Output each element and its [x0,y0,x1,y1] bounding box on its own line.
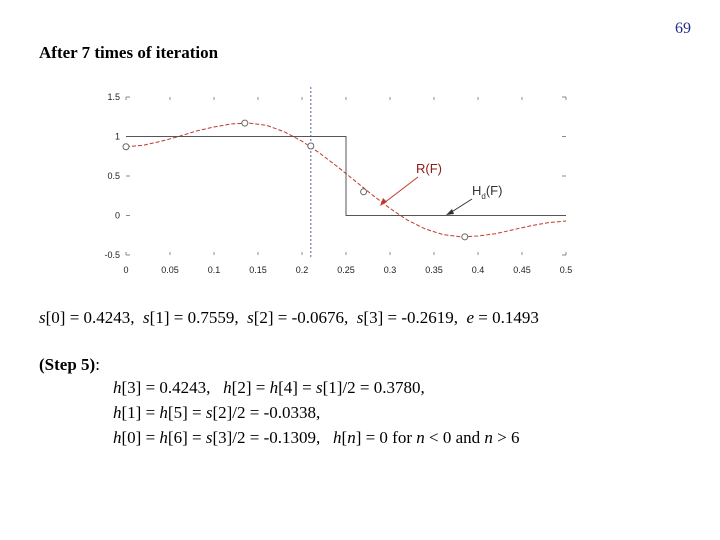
result-values: s[0] = 0.4243, s[1] = 0.7559, s[2] = -0.… [39,308,539,328]
y-tick-label: 1 [115,132,120,142]
x-tick-label: 0.25 [337,265,355,275]
extremal-point [122,143,130,151]
x-tick-label: 0.1 [208,265,221,275]
s0-symbol: s [39,308,46,327]
annotation-r-arrow [383,176,419,204]
s0-value: [0] = 0.4243, [45,308,135,327]
y-tick-label: -0.5 [104,250,120,260]
extremal-point [241,119,249,127]
s3-value: [3] = -0.2619, [363,308,458,327]
slide-heading: After 7 times of iteration [39,43,219,62]
y-tick-label: 1.5 [107,92,120,102]
error-value: = 0.1493 [474,308,539,327]
x-tick-label: 0 [123,265,128,275]
annotation-hd-arrow [449,198,473,214]
s2-value: [2] = -0.0676, [253,308,349,327]
x-tick-label: 0.2 [296,265,309,275]
s1-symbol: s [143,308,150,327]
extremal-point [307,142,315,150]
y-tick-label: 0 [115,211,120,221]
plot-area: 0 0.05 0.1 0.15 0.2 0.25 0.3 0.35 0.4 0.45 0.5 1.5 1… [104,87,572,275]
step-line-1: h[3] = 0.4243, h[2] = h[4] = s[1]/2 = 0.… [113,378,425,397]
x-tick-label: 0.15 [249,265,267,275]
s2-symbol: s [247,308,254,327]
error-symbol: e [466,308,475,327]
annotation-hd-arrowhead [446,209,454,215]
step-line-2: h[1] = h[5] = s[2]/2 = -0.0338, [113,403,321,422]
s1-value: [1] = 0.7559, [149,308,239,327]
x-tick-label: 0.3 [384,265,397,275]
step-line-3: h[0] = h[6] = s[3]/2 = -0.1309, h[n] = 0… [113,428,520,447]
extremal-point [461,233,469,241]
iteration-chart: 0 0.05 0.1 0.15 0.2 0.25 0.3 0.35 0.4 0.45 0.5 1.5 1… [104,87,572,275]
y-tick-label: 0.5 [107,171,120,181]
x-tick-label: 0.35 [425,265,443,275]
x-tick-label: 0.4 [472,265,485,275]
extremal-point [360,188,368,196]
step-label: (Step 5): [39,355,100,374]
x-tick-label: 0.5 [560,265,573,275]
annotation-r: R(F) [416,161,442,176]
series-hd-line [126,136,566,216]
s3-symbol: s [356,308,364,327]
annotation-hd: Hd(F) [472,183,502,201]
annotation-r-arrowhead [380,198,387,206]
page-number: 69 [675,20,691,37]
x-tick-label: 0.45 [513,265,531,275]
x-tick-label: 0.05 [161,265,179,275]
